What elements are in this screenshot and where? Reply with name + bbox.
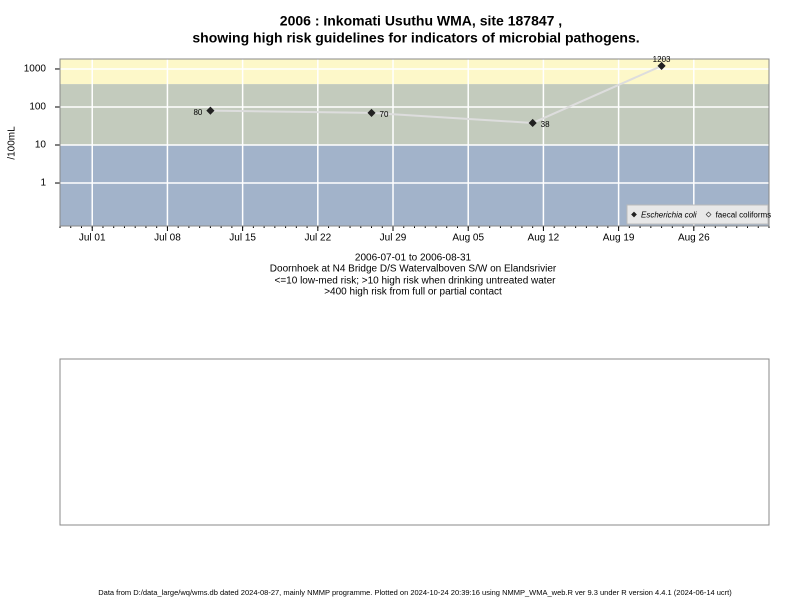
y-tick-label: 1000 — [24, 64, 47, 75]
x-tick-label: Aug 26 — [678, 233, 710, 244]
data-point — [206, 106, 215, 115]
x-tick-label: Jul 22 — [304, 233, 331, 244]
y-tick-label: 1 — [40, 178, 46, 189]
legend-marker — [705, 211, 712, 218]
subtitle: <=10 low-med risk; >10 high risk when dr… — [275, 276, 557, 287]
chart-title: showing high risk guidelines for indicat… — [192, 30, 639, 46]
chart-title: 2006 : Inkomati Usuthu WMA, site 187847 … — [280, 13, 562, 29]
legend-label: faecal coliforms — [716, 211, 772, 220]
y-tick-label: 100 — [29, 102, 46, 113]
data-point — [367, 108, 376, 117]
subtitle: 2006-07-01 to 2006-08-31 — [355, 253, 472, 264]
data-label: 80 — [193, 108, 202, 117]
x-tick-label: Aug 19 — [603, 233, 635, 244]
data-label: 38 — [541, 120, 550, 129]
y-tick-label: 10 — [35, 140, 47, 151]
data-label: 70 — [380, 110, 389, 119]
subtitle: Doornhoek at N4 Bridge D/S Watervalboven… — [270, 264, 557, 275]
x-tick-label: Jul 29 — [380, 233, 407, 244]
data-point — [528, 118, 537, 128]
x-tick-label: Jul 08 — [154, 233, 181, 244]
footer: Data from D:/data_large/wq/wms.db dated … — [98, 588, 732, 597]
legend-marker — [631, 211, 637, 218]
x-tick-label: Jul 15 — [229, 233, 256, 244]
y-axis-label: /100mL — [7, 126, 18, 160]
empty-panel — [59, 358, 770, 526]
x-tick-label: Aug 12 — [528, 233, 560, 244]
data-line — [210, 65, 662, 124]
x-tick-label: Aug 05 — [452, 233, 484, 244]
risk-band — [60, 84, 769, 146]
legend-label: Escherichia coli — [641, 211, 697, 220]
legend-box — [626, 204, 769, 225]
plot-frame — [59, 58, 770, 227]
data-label: 1203 — [653, 55, 671, 64]
data-point — [657, 61, 666, 70]
x-tick-label: Jul 01 — [79, 233, 106, 244]
subtitle: >400 high risk from full or partial cont… — [324, 287, 502, 298]
